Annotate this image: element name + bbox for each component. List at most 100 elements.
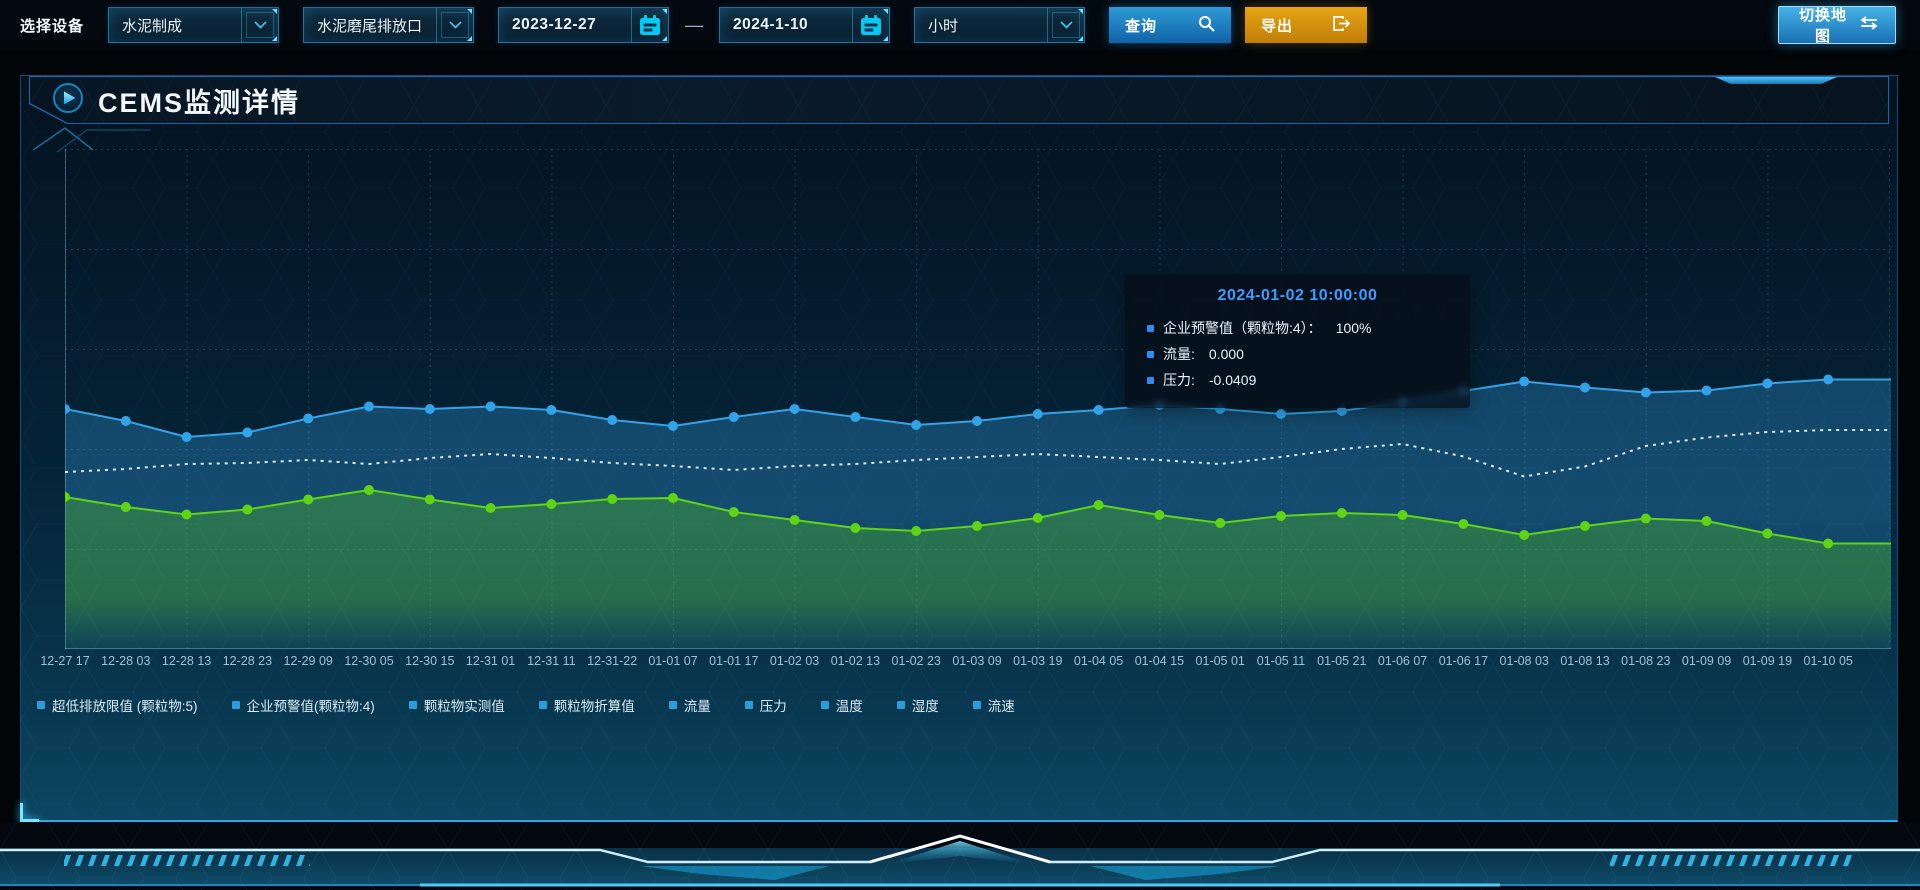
x-axis-label: 01-04 15 (1134, 654, 1185, 668)
panel-corner-accent (20, 803, 39, 822)
x-axis-label: 01-03 09 (952, 654, 1002, 668)
legend-item-label: 超低排放限值 (颗粒物:5) (52, 699, 198, 714)
legend-marker-icon (972, 701, 981, 709)
date-range-separator: — (685, 14, 704, 35)
x-axis-label: 01-01 17 (709, 654, 759, 668)
x-axis-label: 12-29 09 (283, 654, 333, 668)
legend-marker-icon (408, 701, 417, 709)
chart-legend: 超低排放限值 (颗粒物:5) 企业预警值(颗粒物:4) 颗粒物实测值 颗粒物折算值 流量… (37, 695, 1015, 715)
legend-item[interactable]: 超低排放限值 (颗粒物:5) (37, 695, 198, 715)
export-icon (1331, 15, 1351, 36)
legend-item[interactable]: 温度 (820, 695, 863, 715)
tooltip-timestamp: 2024-01-02 10:00:00 (1217, 287, 1378, 304)
footer-decoration (0, 822, 1920, 890)
legend-marker-icon (538, 701, 547, 709)
legend-item[interactable]: 压力 (744, 695, 787, 715)
x-axis-label: 01-01 07 (648, 654, 698, 668)
calendar-icon[interactable] (631, 8, 668, 42)
tooltip-row-label: 压力: (1163, 372, 1195, 388)
search-icon (1198, 15, 1215, 36)
page-title: CEMS监测详情 (98, 87, 301, 118)
start-date-value: 2023-12-27 (512, 16, 597, 33)
x-axis-label: 01-05 11 (1256, 654, 1306, 668)
switch-map-button[interactable]: 切换地图 (1778, 6, 1896, 45)
legend-item-label: 温度 (835, 699, 863, 714)
end-date-value: 2024-1-10 (733, 16, 809, 33)
tooltip-series-marker-icon (1147, 350, 1154, 358)
x-axis-label: 01-08 13 (1560, 654, 1610, 668)
x-axis-label: 01-03 19 (1013, 654, 1063, 668)
cems-line-chart[interactable] (65, 149, 1891, 649)
zigzag-decoration (32, 127, 151, 153)
chevron-down-icon[interactable] (241, 8, 278, 42)
tooltip-series-marker-icon (1147, 376, 1154, 384)
x-axis-label: 01-02 23 (891, 654, 941, 668)
x-axis-label: 01-06 17 (1438, 654, 1489, 668)
x-axis-labels: 12-27 17 12-28 03 12-28 13 12-28 23 12-29 09… (40, 654, 1891, 670)
cems-detail-panel: CEMS监测详情 12-27 17 12-28 03 12-28 13 12-28 2… (20, 75, 1898, 822)
legend-item-label: 湿度 (911, 699, 939, 714)
device-category-select[interactable]: 水泥制成 (108, 7, 280, 43)
legend-item[interactable]: 颗粒物实测值 (408, 695, 505, 715)
switch-map-button-label: 切换地图 (1798, 7, 1847, 45)
legend-item-label: 流速 (987, 699, 1015, 714)
x-axis-label: 12-31-22 (587, 654, 638, 668)
chart-tooltip: 2024-01-02 10:00:00 企业预警值（颗粒物:4）： 100% 流量:… (1125, 274, 1470, 408)
export-button-label: 导出 (1261, 17, 1294, 35)
x-axis-label: 01-05 21 (1317, 654, 1367, 668)
x-axis-label: 01-04 05 (1073, 654, 1124, 668)
legend-item[interactable]: 湿度 (896, 695, 939, 715)
legend-marker-icon (668, 701, 677, 709)
tooltip-row-label: 流量: (1163, 346, 1195, 362)
x-axis-label: 01-02 13 (830, 654, 881, 668)
x-axis-label: 01-08 03 (1499, 654, 1549, 668)
legend-item[interactable]: 颗粒物折算值 (538, 695, 635, 715)
query-button-label: 查询 (1125, 17, 1158, 35)
legend-item-label: 压力 (759, 699, 787, 714)
tooltip-row: 流量: 0.000 (1147, 341, 1448, 367)
toolbar: 选择设备 水泥制成 水泥磨尾排放口 2023-12-27 — 2024-1-10 (0, 0, 1920, 50)
export-button[interactable]: 导出 (1245, 7, 1368, 43)
x-axis-label: 12-31 01 (465, 654, 516, 668)
query-button[interactable]: 查询 (1109, 7, 1232, 43)
panel-title-bar: CEMS监测详情 (29, 76, 1889, 124)
legend-marker-icon (896, 701, 905, 709)
start-date-input[interactable]: 2023-12-27 (498, 7, 670, 43)
tooltip-row-value: -0.0409 (1208, 372, 1257, 388)
device-category-value: 水泥制成 (122, 17, 183, 35)
device-select-label: 选择设备 (20, 17, 85, 35)
interval-select[interactable]: 小时 (914, 7, 1086, 43)
x-axis-label: 12-28 23 (222, 654, 273, 668)
title-bar-notch-decoration (1715, 77, 1837, 84)
tooltip-row-value: 100% (1335, 320, 1372, 336)
legend-item[interactable]: 企业预警值(颗粒物:4) (231, 695, 375, 715)
x-axis-label: 01-05 01 (1195, 654, 1245, 668)
tooltip-row: 压力: -0.0409 (1147, 367, 1448, 393)
x-axis-label: 12-28 03 (101, 654, 151, 668)
tooltip-row-label: 企业预警值（颗粒物:4）： (1163, 320, 1322, 336)
legend-item-label: 企业预警值(颗粒物:4) (246, 699, 375, 714)
end-date-input[interactable]: 2024-1-10 (719, 7, 891, 43)
legend-item[interactable]: 流速 (972, 695, 1015, 715)
x-axis-label: 12-30 05 (344, 654, 394, 668)
x-axis-label: 01-10 05 (1803, 654, 1853, 668)
legend-item-label: 颗粒物折算值 (553, 699, 635, 714)
x-axis-label: 01-08 23 (1621, 654, 1671, 668)
chevron-down-icon[interactable] (436, 8, 473, 42)
legend-item-label: 颗粒物实测值 (423, 699, 505, 714)
play-icon[interactable] (52, 82, 84, 119)
calendar-icon[interactable] (852, 8, 889, 42)
tooltip-row-value: 0.000 (1208, 346, 1244, 362)
legend-marker-icon (37, 701, 45, 709)
x-axis-label: 12-28 13 (161, 654, 212, 668)
tooltip-row: 企业预警值（颗粒物:4）： 100% (1147, 315, 1448, 341)
legend-item[interactable]: 流量 (668, 695, 711, 715)
x-axis-label: 01-09 09 (1681, 654, 1732, 668)
legend-item-label: 流量 (683, 699, 711, 714)
tooltip-series-marker-icon (1147, 324, 1154, 332)
chevron-down-icon[interactable] (1047, 8, 1084, 42)
outlet-select-value: 水泥磨尾排放口 (317, 17, 423, 35)
swap-arrows-icon (1859, 16, 1879, 34)
outlet-select[interactable]: 水泥磨尾排放口 (303, 7, 475, 43)
